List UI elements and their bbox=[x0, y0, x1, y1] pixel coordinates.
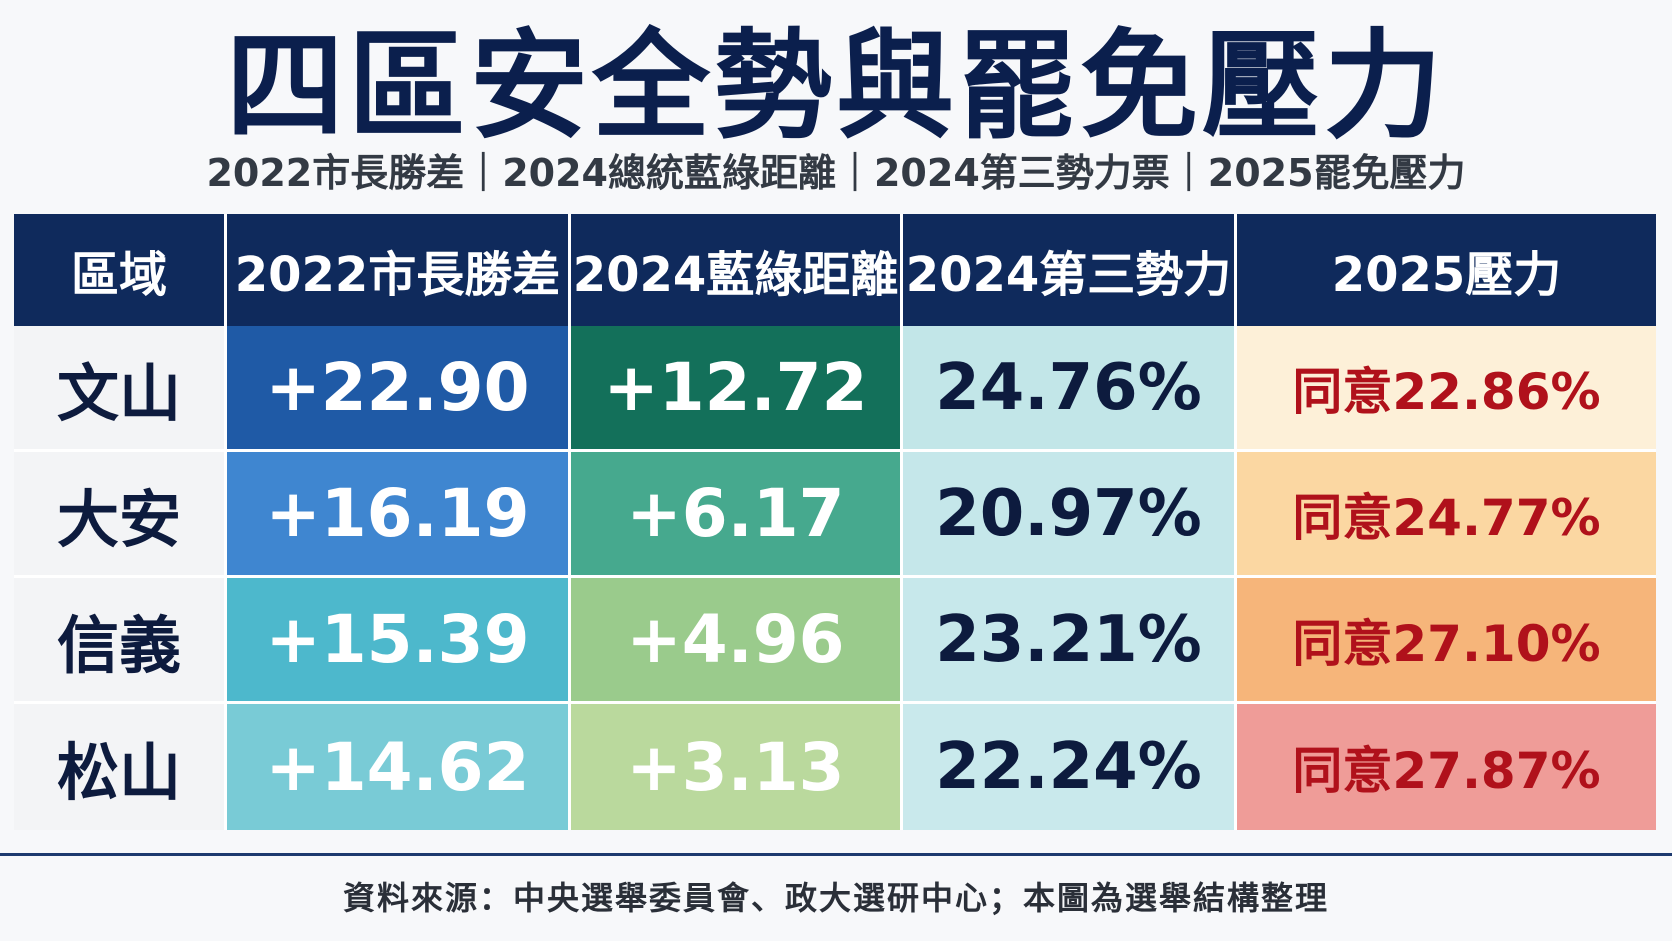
third-force-cell: 23.21% bbox=[903, 578, 1237, 704]
third-force-cell: 22.24% bbox=[903, 704, 1237, 830]
mayor-margin-cell: +15.39 bbox=[227, 578, 571, 704]
blue-green-gap-cell: +12.72 bbox=[571, 326, 903, 452]
blue-green-gap-cell: +3.13 bbox=[571, 704, 903, 830]
blue-green-gap-cell: +4.96 bbox=[571, 578, 903, 704]
header-district: 區域 bbox=[14, 214, 227, 326]
district-cell: 松山 bbox=[14, 704, 227, 830]
header-third-force: 2024第三勢力 bbox=[903, 214, 1237, 326]
recall-pressure-cell: 同意22.86% bbox=[1237, 326, 1656, 452]
third-force-cell: 20.97% bbox=[903, 452, 1237, 578]
recall-pressure-cell: 同意27.10% bbox=[1237, 578, 1656, 704]
district-cell: 文山 bbox=[14, 326, 227, 452]
header-mayor-margin: 2022市長勝差 bbox=[227, 214, 571, 326]
source-note: 資料來源：中央選舉委員會、政大選研中心；本圖為選舉結構整理 bbox=[342, 879, 1329, 917]
table-header: 區域 2022市長勝差 2024藍綠距離 2024第三勢力 2025壓力 bbox=[14, 214, 1656, 326]
third-force-cell: 24.76% bbox=[903, 326, 1237, 452]
page-title: 四區安全勢與罷免壓力 bbox=[225, 17, 1446, 155]
footer-divider bbox=[0, 853, 1672, 856]
district-cell: 大安 bbox=[14, 452, 227, 578]
data-table: 區域 2022市長勝差 2024藍綠距離 2024第三勢力 2025壓力 文山 … bbox=[14, 214, 1656, 850]
district-cell: 信義 bbox=[14, 578, 227, 704]
blue-green-gap-cell: +6.17 bbox=[571, 452, 903, 578]
recall-pressure-cell: 同意27.87% bbox=[1237, 704, 1656, 830]
header-recall-pressure: 2025壓力 bbox=[1331, 247, 1562, 303]
mayor-margin-cell: +14.62 bbox=[227, 704, 571, 830]
mayor-margin-cell: +22.90 bbox=[227, 326, 571, 452]
header-blue-green-gap: 2024藍綠距離 bbox=[571, 214, 903, 326]
mayor-margin-cell: +16.19 bbox=[227, 452, 571, 578]
recall-pressure-cell: 同意24.77% bbox=[1237, 452, 1656, 578]
page-subtitle: 2022市長勝差｜2024總統藍綠距離｜2024第三勢力票｜2025罷免壓力 bbox=[206, 151, 1466, 195]
